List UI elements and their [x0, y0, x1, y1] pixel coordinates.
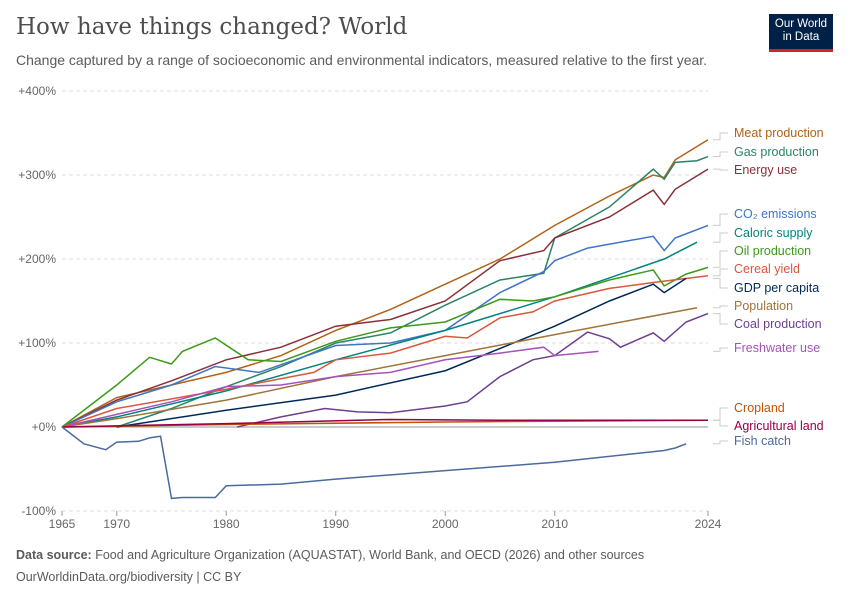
legend-label: Meat production	[734, 126, 824, 140]
legend-connector	[713, 440, 728, 445]
legend-label: Coal production	[734, 317, 822, 331]
logo-text: Our World in Data	[774, 18, 828, 43]
x-tick-label: 1970	[103, 517, 130, 531]
series-line-gdp-per-capita	[116, 277, 687, 428]
legend-connector	[713, 277, 728, 289]
legend-connector	[713, 313, 728, 325]
x-tick-label: 1965	[49, 517, 76, 531]
y-tick-label: +0%	[32, 420, 57, 434]
series-line-co-emissions	[61, 224, 709, 428]
x-tick-label: 2010	[541, 517, 568, 531]
y-tick-label: -100%	[21, 504, 56, 518]
chart-subtitle: Change captured by a range of socioecono…	[16, 52, 708, 68]
legend-label: Freshwater use	[734, 341, 820, 355]
legend-label: Gas production	[734, 145, 819, 159]
owid-logo[interactable]: Our World in Data	[769, 14, 833, 52]
legend-connector	[713, 305, 728, 309]
legend-label: Population	[734, 299, 793, 313]
legend-connector	[713, 268, 728, 277]
legend-label: CO₂ emissions	[734, 207, 817, 221]
line-chart: -100% +0% +100% +200% +300% +400% 1965 1970 1980…	[18, 84, 824, 531]
legend-connector	[713, 232, 728, 243]
series-line-population	[61, 306, 698, 428]
legend-label: Caloric supply	[734, 226, 813, 240]
legend-label: Agricultural land	[734, 419, 824, 433]
series-line-gas-production	[116, 155, 709, 428]
series-line-energy-use	[61, 168, 709, 428]
legend-connector	[713, 213, 728, 226]
legend-label: GDP per capita	[734, 281, 819, 295]
legend-label: Cereal yield	[734, 262, 800, 276]
legend-connector	[713, 347, 728, 352]
legend-connector	[713, 419, 728, 427]
series-line-freshwater-use	[61, 346, 599, 428]
x-tick-label: 2000	[432, 517, 459, 531]
credit-link[interactable]: OurWorldinData.org/biodiversity | CC BY	[16, 570, 242, 584]
legend-connector	[713, 151, 728, 158]
y-tick-label: +200%	[18, 252, 56, 266]
y-tick-label: +400%	[18, 84, 56, 98]
legend-label: Energy use	[734, 163, 797, 177]
y-tick-label: +100%	[18, 336, 56, 350]
x-tick-label: 2024	[695, 517, 722, 531]
legend-connector	[713, 168, 728, 171]
series-line-coal-production	[237, 312, 709, 428]
legend-connector	[713, 132, 728, 141]
series-line-oil-production	[61, 266, 709, 428]
x-tick-label: 1980	[213, 517, 240, 531]
y-tick-label: +300%	[18, 168, 56, 182]
series-line-agricultural-land	[61, 418, 708, 428]
legend-connector	[713, 250, 728, 268]
legend-label: Cropland	[734, 401, 785, 415]
series-line-caloric-supply	[61, 241, 698, 428]
series-line-fish-catch	[61, 426, 687, 500]
data-source: Data source: Food and Agriculture Organi…	[16, 548, 645, 562]
chart-title: How have things changed? World	[16, 14, 408, 40]
legend-label: Fish catch	[734, 434, 791, 448]
legend-connector	[713, 407, 728, 421]
legend-label: Oil production	[734, 244, 811, 258]
x-tick-label: 1990	[322, 517, 349, 531]
